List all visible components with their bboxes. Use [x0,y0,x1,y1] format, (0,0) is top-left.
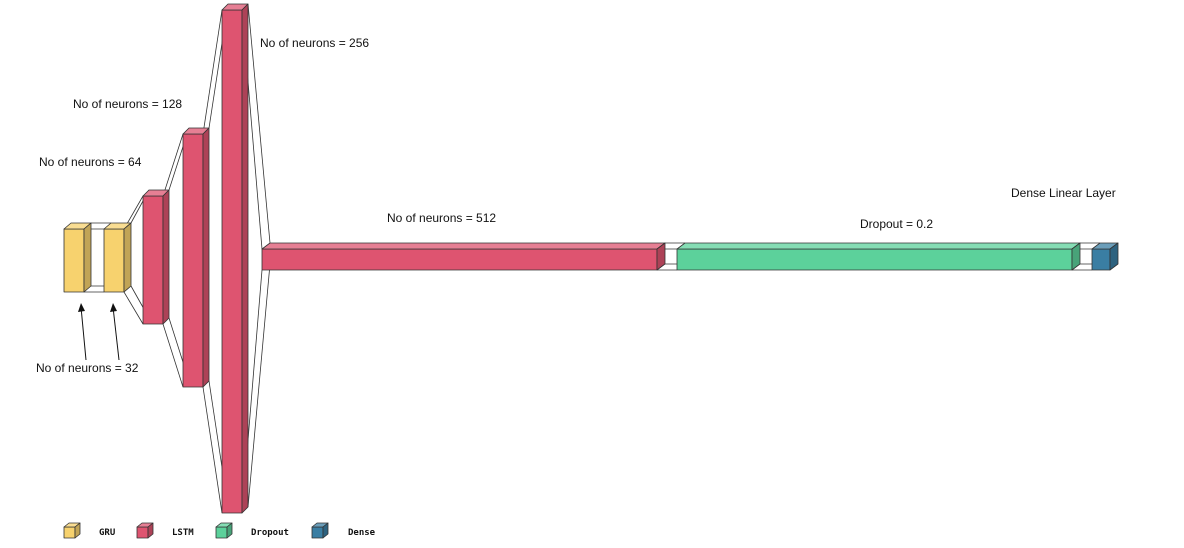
lstm4-neurons-label: No of neurons = 512 [387,211,496,225]
legend-label-dropout: Dropout [251,528,289,538]
connector-4-top-back [247,3,271,244]
layer-block-gru-1 [63,222,92,293]
connector-1-bottom-front [123,291,144,325]
layer-block-lstm-2-front [182,133,204,388]
layer-block-dense-front [1091,248,1111,271]
layer-block-lstm-4-side [656,242,666,271]
dropout-rate-label: Dropout = 0.2 [860,217,933,231]
layer-block-lstm-2-side [202,127,210,388]
dropout-cube-icon-shape [215,522,233,539]
connector-lines [84,3,1100,514]
legend-label-dense: Dense [348,528,376,538]
layer-block-lstm-1-side [162,189,170,325]
arrow-head-gru-2 [110,303,117,312]
layer-block-lstm-4 [261,242,666,271]
layer-blocks [63,3,1119,514]
lstm2-neurons-label: No of neurons = 128 [73,97,182,111]
layer-block-lstm-3-side [241,3,249,514]
lstm-cube-icon-shape-side [147,522,154,539]
layer-block-gru-2 [103,222,132,293]
layer-block-lstm-2 [182,127,210,388]
layer-block-lstm-1 [142,189,170,325]
dense-cube-icon-shape [311,522,329,539]
dense-layer-label: Dense Linear Layer [1011,186,1116,200]
layer-block-dropout-side [1071,242,1081,271]
legend-item-gru: GRU [63,522,115,539]
layer-block-dense [1091,242,1119,271]
layer-block-gru-2-side [123,222,132,293]
layer-block-gru-1-side [83,222,92,293]
gru-cube-icon-shape-front [63,526,76,539]
layer-block-lstm-4-front [261,248,658,271]
gru-annotation-arrows [78,303,120,361]
lstm3-neurons-label: No of neurons = 256 [260,36,369,50]
arrow-head-gru-1 [78,303,85,312]
dropout-cube-icon [215,522,233,539]
gru-cube-icon-shape [63,522,81,539]
gru-neurons-label: No of neurons = 32 [36,361,139,375]
layer-block-dropout-top [676,242,1081,250]
lstm-cube-icon-shape-front [136,526,149,539]
connector-3-bottom-front [202,386,223,514]
legend-item-lstm: LSTM [136,522,194,539]
legend-item-dense: Dense [311,522,376,539]
connector-2-bottom-front [162,323,184,388]
connector-3-top-front [202,9,223,135]
dropout-cube-icon-shape-side [226,522,233,539]
connector-2-top-front [162,133,184,197]
legend-label-gru: GRU [99,528,115,538]
layer-block-dropout-front [676,248,1073,271]
layer-block-lstm-3-front [221,9,243,514]
gru-cube-icon-shape-side [74,522,81,539]
connector-4-bottom-back [247,263,271,508]
dense-cube-icon-shape-front [311,526,324,539]
legend: GRU LSTM Dropout Dense [63,522,376,539]
lstm1-neurons-label: No of neurons = 64 [39,155,142,169]
layer-block-dropout [676,242,1081,271]
dense-cube-icon [311,522,329,539]
layer-block-lstm-1-front [142,195,164,325]
legend-item-dropout: Dropout [215,522,289,539]
arrow-line-gru-2 [112,306,120,361]
layer-block-lstm-4-top [261,242,666,250]
arrow-line-gru-1 [80,306,87,361]
dropout-cube-icon-shape-front [215,526,228,539]
gru-cube-icon [63,522,81,539]
lstm-cube-icon [136,522,154,539]
layer-block-lstm-3 [221,3,249,514]
layer-block-dense-side [1109,242,1119,271]
dense-cube-icon-shape-side [322,522,329,539]
layer-block-gru-2-front [103,228,125,293]
lstm-cube-icon-shape [136,522,154,539]
legend-label-lstm: LSTM [172,528,194,538]
layer-block-gru-1-front [63,228,85,293]
